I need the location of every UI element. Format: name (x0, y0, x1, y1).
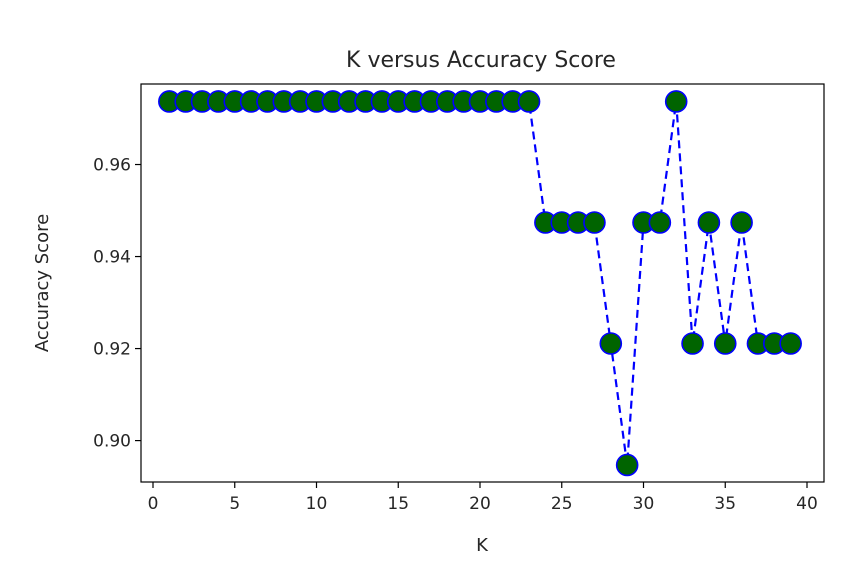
data-point (730, 211, 753, 234)
data-point (583, 211, 606, 234)
data-point (779, 332, 802, 355)
y-axis-label: Accuracy Score (32, 214, 53, 352)
data-point (681, 332, 704, 355)
data-point (664, 90, 688, 113)
x-tick-label: 10 (306, 494, 328, 514)
data-point (599, 332, 623, 355)
y-tick-label: 0.92 (93, 340, 131, 360)
x-axis: 0 5 10 15 20 25 30 35 40 (148, 482, 818, 514)
x-tick-label: 40 (796, 494, 818, 514)
data-point (713, 332, 737, 355)
x-tick-label: 5 (229, 494, 240, 514)
data-point (697, 211, 721, 234)
data-point (517, 90, 541, 113)
x-tick-label: 25 (551, 494, 573, 514)
series-line (169, 100, 791, 466)
y-tick-label: 0.94 (93, 248, 131, 268)
y-tick-label: 0.96 (93, 156, 131, 176)
data-point (615, 453, 639, 477)
plot-area (158, 90, 802, 477)
x-tick-label: 15 (387, 494, 409, 514)
x-tick-label: 30 (633, 494, 655, 514)
x-axis-label: K (476, 535, 489, 556)
x-tick-label: 35 (714, 494, 736, 514)
x-tick-label: 0 (148, 494, 159, 514)
axes-frame (140, 83, 825, 483)
data-point (648, 211, 672, 234)
chart-title: K versus Accuracy Score (346, 48, 616, 73)
y-tick-label: 0.90 (93, 432, 131, 452)
x-tick-label: 20 (469, 494, 491, 514)
y-axis: 0.90 0.92 0.94 0.96 (93, 156, 141, 452)
